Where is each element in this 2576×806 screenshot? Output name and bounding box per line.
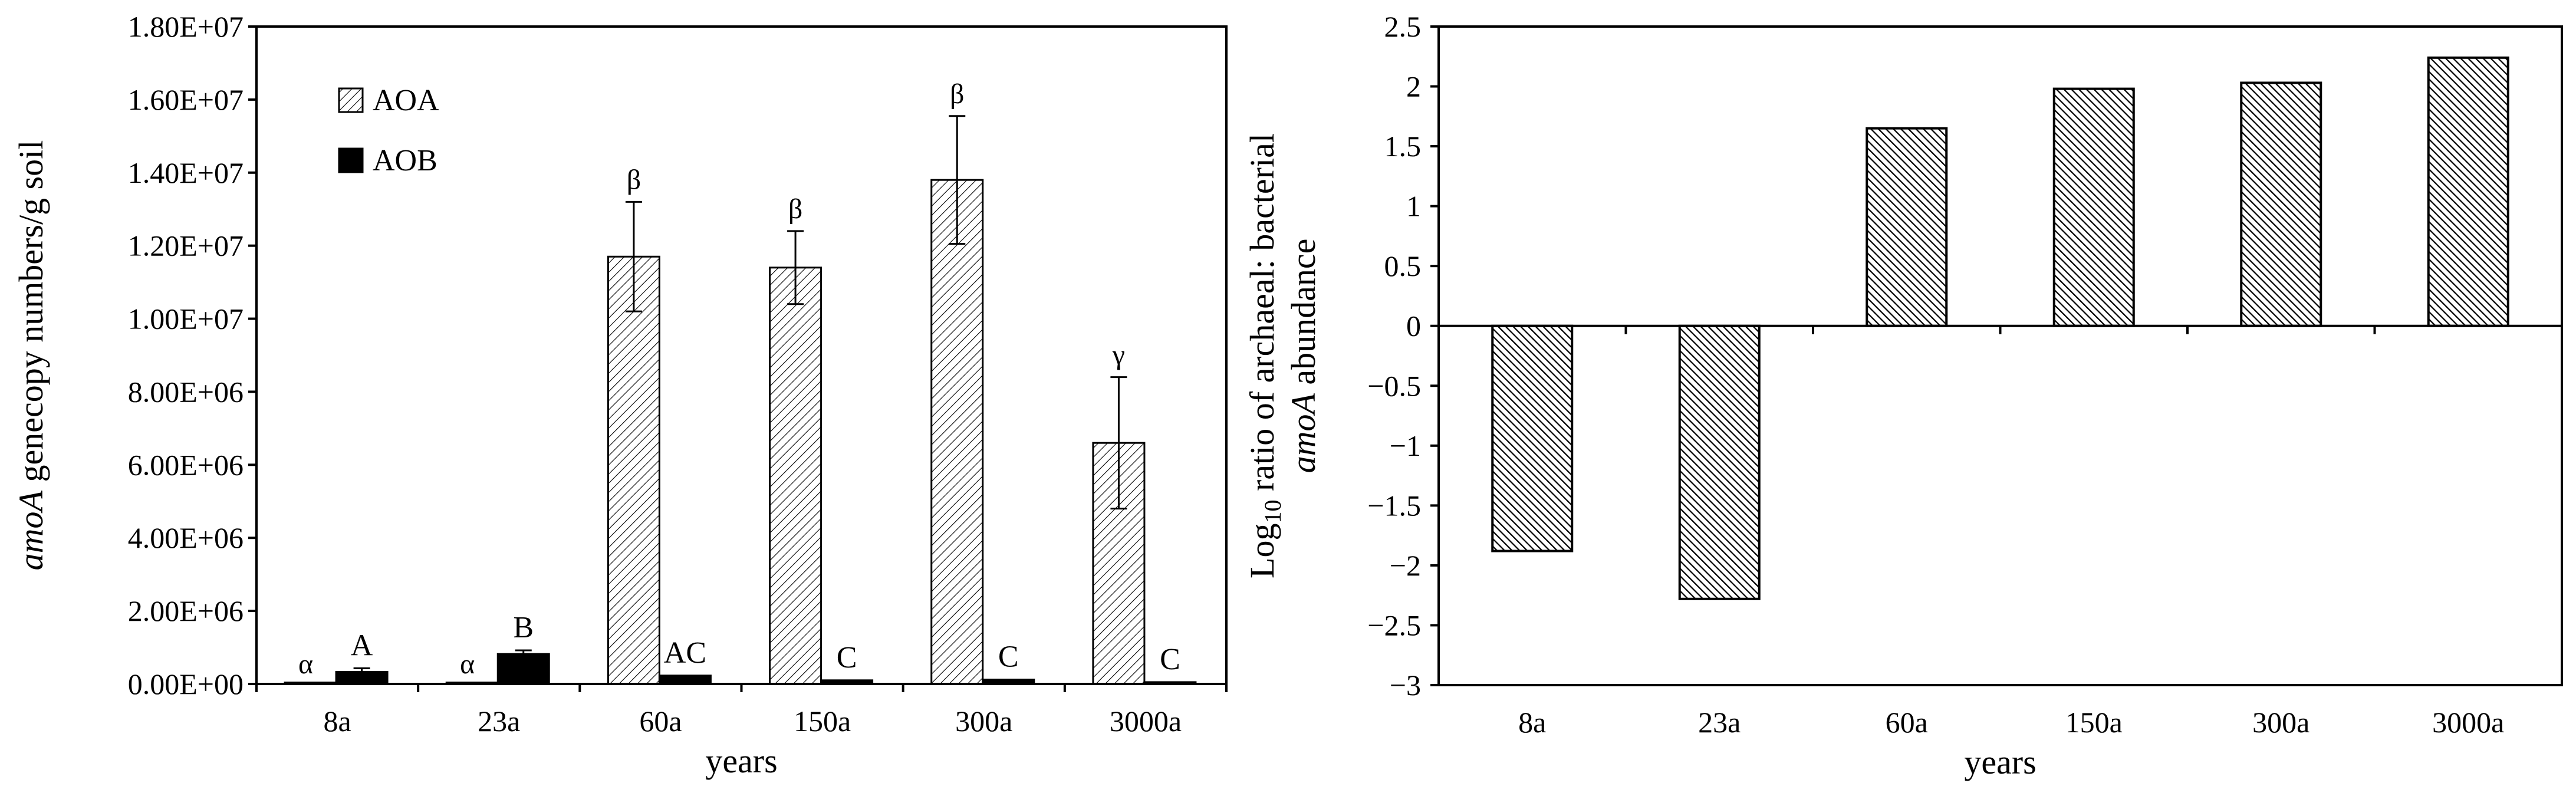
x-axis-title: years	[705, 742, 777, 780]
y-tick-label: 2	[1406, 70, 1421, 103]
ratio-bar	[2427, 56, 2509, 327]
y-tick-label: −1.5	[1367, 489, 1421, 522]
aoa-bar	[930, 179, 984, 685]
genecopy-chart: α α β β β γ A B AC C C C 0.00E+00 2.00E+06 4.00E+06 6.…	[12, 10, 1228, 780]
log-ratio-chart: −3 −2.5 −2 −1.5 −1 −0.5 0 0.5 1 1.5 2 2.5 8a 23a 60a 1…	[1243, 10, 2563, 781]
x-tick-label: 60a	[639, 705, 682, 738]
ratio-bar	[1866, 127, 1948, 327]
y-axis-title-rest2: abundance	[1284, 239, 1322, 393]
legend-swatch	[338, 147, 364, 173]
x-tick-label: 3000a	[1110, 705, 1182, 738]
legend-label: AOB	[373, 144, 437, 177]
y-tick-label: 0.00E+00	[128, 667, 244, 700]
y-axis-title-rest: ratio of archaeal: bacterial	[1243, 133, 1281, 500]
y-axis-title-line1: Log10 ratio of archaeal: bacterial	[1243, 133, 1286, 578]
plot-area-frame	[255, 25, 1228, 685]
y-axis-title: amoA genecopy numbers/g soil	[12, 140, 50, 571]
legend-label: AOA	[373, 84, 439, 117]
y-tick-label: 4.00E+06	[128, 521, 244, 554]
significance-label: A	[351, 629, 373, 662]
y-tick-label: 2.5	[1384, 10, 1422, 43]
ratio-bar	[2240, 81, 2322, 327]
y-tick-label: −2.5	[1367, 608, 1421, 641]
aoa-bar	[769, 267, 823, 685]
significance-label: β	[788, 193, 802, 225]
y-axis-title-rest: genecopy numbers/g soil	[12, 140, 50, 491]
x-tick-label: 3000a	[2432, 706, 2504, 739]
y-tick-label: −3	[1390, 669, 1421, 702]
aob-bar	[496, 653, 550, 685]
x-tick-label: 60a	[1886, 706, 1928, 739]
y-tick-label: −1	[1390, 429, 1421, 462]
y-tick-label: 2.00E+06	[128, 594, 244, 627]
y-tick-label: 1.80E+07	[128, 10, 244, 43]
significance-label: α	[298, 649, 313, 680]
significance-label: γ	[1112, 340, 1125, 371]
significance-label: C	[1160, 643, 1180, 676]
x-tick-label: 23a	[478, 705, 520, 738]
aob-bar	[658, 675, 712, 685]
ratio-bar	[1678, 324, 1761, 600]
y-tick-label: 6.00E+06	[128, 448, 244, 481]
y-tick-label: 1.5	[1384, 130, 1422, 163]
ratio-bar	[2052, 87, 2135, 327]
significance-label: B	[513, 611, 534, 644]
y-axis-title-line2: amoA abundance	[1284, 239, 1322, 473]
x-tick-label: 8a	[1518, 706, 1546, 739]
significance-label: C	[998, 640, 1019, 674]
plot-area-frame	[1437, 25, 2563, 686]
legend: AOA AOB	[338, 84, 439, 177]
y-tick-label: 1	[1406, 190, 1421, 223]
aoa-bar	[607, 255, 660, 685]
x-tick-label: 8a	[323, 705, 351, 738]
x-axis-title: years	[1964, 743, 2036, 781]
y-tick-label: −2	[1390, 549, 1421, 582]
y-tick-label: 1.00E+07	[128, 302, 244, 335]
y-tick-label: 1.40E+07	[128, 156, 244, 189]
significance-label: α	[460, 649, 475, 680]
y-tick-label: 1.60E+07	[128, 83, 244, 116]
significance-label: β	[627, 164, 641, 195]
y-axis-title-italic: amoA	[1284, 393, 1322, 473]
significance-label: AC	[664, 636, 706, 670]
ratio-bar	[1491, 324, 1574, 552]
y-tick-label: 1.20E+07	[128, 229, 244, 262]
x-tick-label: 150a	[794, 705, 851, 738]
y-tick-label: −0.5	[1367, 369, 1421, 402]
y-axis-title-italic: amoA	[12, 490, 50, 570]
significance-label: β	[950, 78, 964, 110]
x-tick-label: 300a	[2252, 706, 2309, 739]
x-tick-label: 23a	[1698, 706, 1741, 739]
legend-swatch	[338, 87, 364, 113]
y-tick-label: 0	[1406, 310, 1421, 343]
y-axis-title-sub: 10	[1259, 500, 1286, 524]
y-tick-label: 0.5	[1384, 249, 1422, 282]
x-tick-label: 300a	[955, 705, 1012, 738]
x-tick-label: 150a	[2065, 706, 2123, 739]
significance-label: C	[837, 641, 857, 675]
y-axis-title-log: Log	[1243, 524, 1281, 578]
y-tick-label: 8.00E+06	[128, 375, 244, 408]
